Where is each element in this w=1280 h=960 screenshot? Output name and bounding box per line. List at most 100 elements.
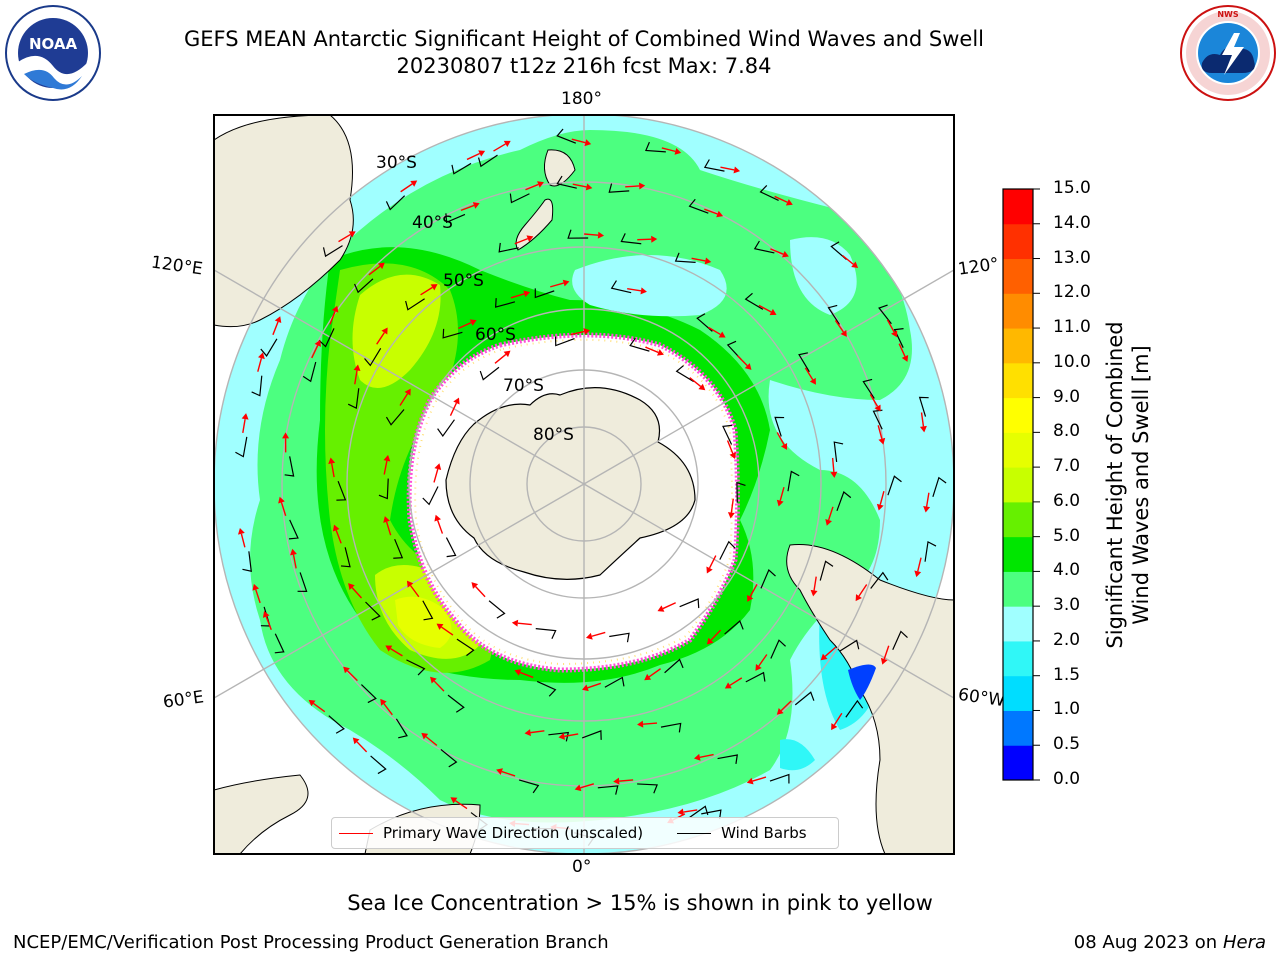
lon-label-0: 0° (572, 857, 592, 877)
wave-direction-arrow (746, 776, 767, 785)
colorbar-bin (1003, 432, 1033, 468)
wave-direction-arrow (770, 248, 789, 258)
colorbar-tick-label: 2.0 (1053, 629, 1081, 650)
wave-direction-arrow (430, 676, 445, 692)
wind-barb (318, 328, 335, 348)
wind-barb (893, 327, 904, 348)
wave-direction-arrow (776, 432, 788, 450)
wind-barb (724, 620, 744, 635)
wave-direction-arrow (368, 262, 385, 276)
wave-direction-arrow (278, 496, 287, 517)
colorbar-tick-label: 4.0 (1053, 560, 1081, 581)
wave-direction-arrow (511, 619, 532, 627)
lon-label-180: 180° (561, 89, 602, 109)
legend-wave-line (339, 832, 373, 834)
wind-barb (405, 298, 425, 311)
wind-barb (370, 755, 387, 775)
wave-direction-arrow (571, 138, 592, 147)
lat-label-60s: 60°S (475, 325, 516, 345)
wave-direction-arrow (466, 150, 486, 161)
wind-barb (645, 141, 666, 153)
wave-direction-arrow (880, 645, 890, 665)
wave-direction-arrow (581, 682, 602, 692)
legend-barb-label: Wind Barbs (721, 824, 807, 842)
wind-barb (536, 680, 557, 697)
wind-barb (422, 486, 439, 506)
wave-direction-arrow (747, 584, 758, 602)
wind-barb (360, 684, 377, 704)
map-legend: Primary Wave Direction (unscaled) Wind B… (331, 817, 839, 849)
chart-title: GEFS MEAN Antarctic Significant Height o… (183, 27, 985, 51)
wind-barb (862, 378, 875, 399)
wind-barb (322, 245, 343, 258)
wind-barb (242, 551, 252, 572)
wind-barb (664, 658, 684, 674)
noaa-logo-text: NOAA (29, 35, 78, 53)
wave-direction-arrow (637, 235, 658, 243)
colorbar-tick-label: 1.5 (1053, 664, 1081, 685)
wave-direction-arrow (514, 235, 534, 245)
wind-barb (924, 540, 937, 562)
wave-direction-arrow (820, 646, 837, 661)
legend-barb-line (677, 832, 712, 834)
wind-barb (620, 233, 642, 245)
wave-direction-arrow (385, 645, 403, 657)
wind-barb (629, 337, 650, 352)
colorbar-tick-label: 9.0 (1053, 386, 1081, 407)
wave-direction-arrow (449, 397, 460, 416)
wave-direction-arrow (645, 346, 664, 356)
wind-barb (679, 598, 700, 609)
wind-barb (235, 436, 248, 458)
wind-barb (378, 478, 389, 500)
wave-direction-arrow (241, 413, 249, 434)
wave-direction-arrow (584, 231, 605, 239)
wind-barb (787, 470, 800, 492)
wind-barb (608, 183, 630, 193)
wave-direction-arrow (460, 202, 480, 212)
wind-barb (932, 476, 947, 497)
lat-label-70s: 70°S (503, 376, 544, 396)
lat-label-80s: 80°S (533, 425, 574, 445)
wind-barb (556, 175, 577, 189)
wave-direction-arrow (691, 257, 712, 265)
colorbar-bin (1003, 223, 1033, 260)
colorbar-bin (1003, 258, 1033, 294)
wind-barb (827, 304, 840, 325)
wave-direction-arrow (434, 514, 444, 534)
wind-barb (406, 659, 426, 676)
wave-direction-arrow (919, 412, 927, 433)
wind-barb (488, 600, 506, 619)
wave-direction-arrow (572, 183, 593, 191)
wave-direction-arrow (830, 457, 838, 478)
wind-barb (385, 409, 405, 426)
colorbar-tick-label: 6.0 (1053, 490, 1081, 511)
wind-barb (445, 213, 466, 224)
wave-direction-arrow (383, 454, 391, 475)
wave-direction-arrow (399, 388, 411, 406)
colorbar-tick-label: 3.0 (1053, 595, 1081, 616)
wind-barb (610, 280, 632, 294)
footer-credit: NCEP/EMC/Verification Post Processing Pr… (13, 932, 609, 953)
legend-wave-label: Primary Wave Direction (unscaled) (383, 824, 644, 842)
south-america-landmass (786, 543, 954, 854)
wind-barbs-layer (235, 128, 947, 846)
wave-direction-arrow (724, 677, 743, 689)
wind-barb (340, 547, 351, 568)
wave-direction-arrow (496, 768, 516, 777)
wind-barb (753, 240, 775, 254)
colorbar-tick-label: 10.0 (1053, 351, 1091, 372)
colorbar-tick-label: 12.0 (1053, 282, 1091, 303)
wave-direction-arrow (758, 304, 777, 316)
wind-barb (774, 416, 785, 437)
wind-barb (660, 722, 682, 733)
wave-direction-arrow (570, 328, 591, 336)
wind-barb (284, 456, 295, 477)
wind-barb (770, 639, 786, 659)
wave-direction-arrow (406, 580, 420, 598)
wave-direction-arrow (774, 195, 793, 206)
wave-direction-arrow (831, 712, 843, 731)
wave-direction-arrow (727, 498, 735, 519)
wave-direction-arrow (494, 350, 511, 364)
wind-barb (393, 538, 404, 559)
